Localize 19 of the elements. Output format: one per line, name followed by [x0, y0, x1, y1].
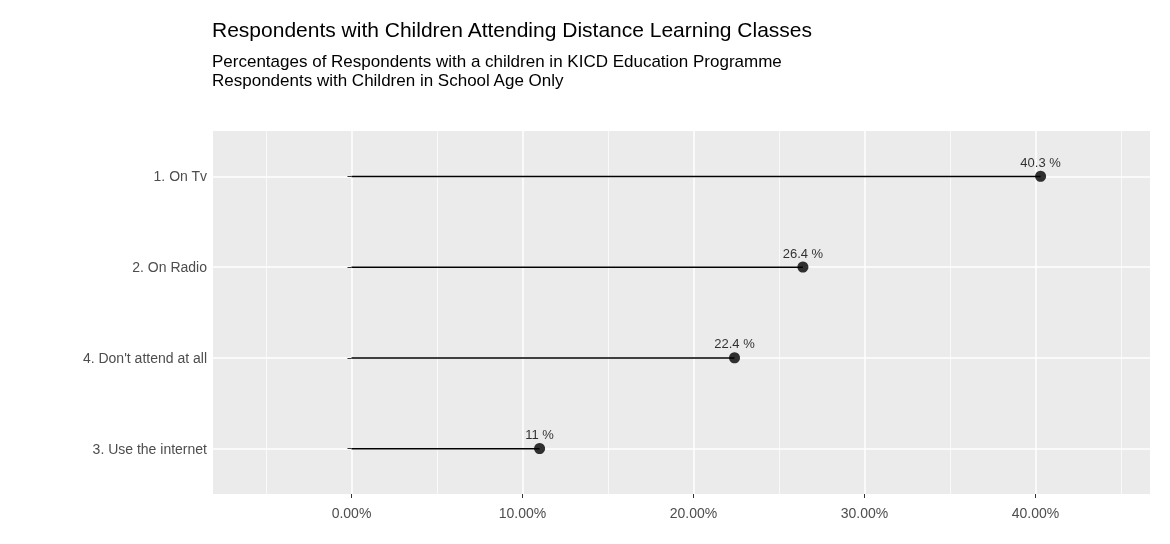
x-tick-label: 10.00%	[498, 505, 547, 521]
y-tick-label: 1. On Tv	[153, 168, 207, 185]
point	[729, 352, 741, 364]
x-tick-label: 40.00%	[1011, 505, 1060, 521]
chart-title: Respondents with Children Attending Distance Learning Classes	[212, 18, 813, 41]
y-tick-label: 4. Don't attend at all	[82, 349, 207, 366]
point	[534, 443, 546, 455]
y-tick-label: 2. On Radio	[132, 259, 208, 276]
point	[797, 261, 809, 273]
x-tick-label: 0.00%	[331, 505, 372, 521]
data-label: 40.3 %	[1020, 154, 1062, 170]
data-label: 11 %	[525, 427, 555, 443]
data-label: 22.4 %	[714, 336, 756, 352]
x-tick-label: 30.00%	[840, 505, 889, 521]
chart-subtitle: Percentages of Respondents with a children in KICD Education Programme Respondents with Children in School Age Only	[212, 52, 782, 90]
x-tick-label: 20.00%	[669, 505, 718, 521]
data-label: 26.4 %	[782, 245, 824, 261]
y-tick-label: 3. Use the internet	[92, 440, 208, 457]
point	[1035, 170, 1047, 182]
